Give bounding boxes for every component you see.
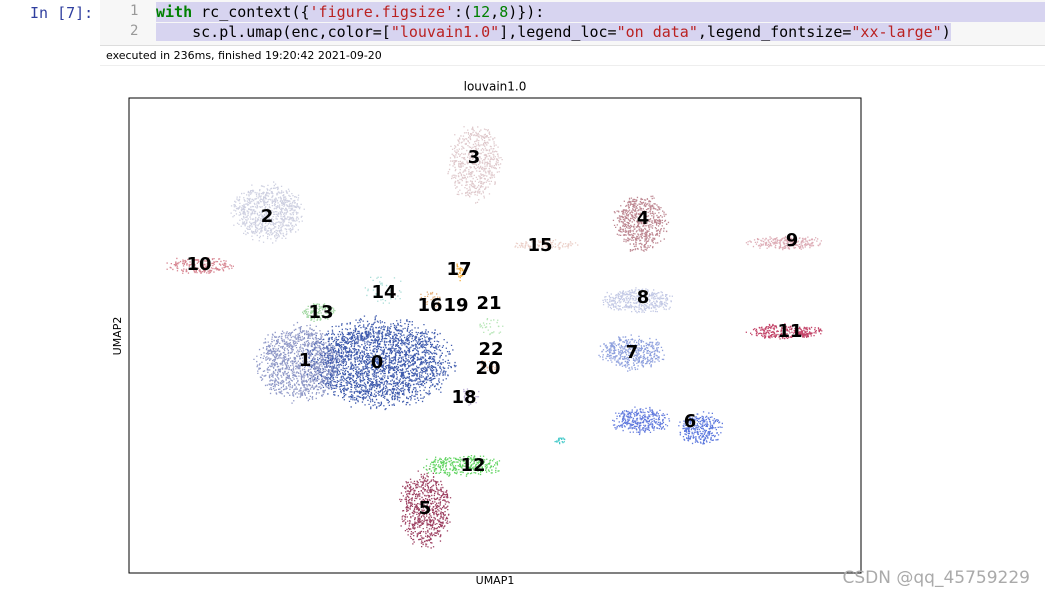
cluster-label: 0: [371, 352, 384, 373]
cluster-points: [305, 315, 457, 411]
cluster-points: [479, 318, 504, 336]
code-token: with: [156, 3, 193, 21]
cluster-label: 22: [478, 339, 503, 360]
cluster-label: 5: [419, 498, 432, 519]
cluster-points: [554, 437, 566, 445]
code-token: 12: [472, 3, 491, 21]
cluster-label: 12: [460, 455, 485, 476]
cluster-points: [678, 411, 723, 445]
cluster-label: 2: [261, 206, 274, 227]
code-token: ,: [490, 3, 500, 21]
cluster-points: [253, 321, 343, 404]
code-token: "on data": [616, 23, 698, 41]
scatter-points: [166, 126, 823, 549]
code-cell[interactable]: 1 2 with rc_context({'figure.figsize':(1…: [100, 0, 1045, 46]
cluster-points: [456, 263, 464, 282]
cluster-points: [602, 287, 673, 314]
cluster-label: 20: [475, 358, 500, 379]
cluster-label: 9: [786, 230, 799, 251]
line-number: 1: [130, 3, 139, 19]
code-token: rc_context({: [192, 3, 310, 21]
cluster-label: 6: [684, 411, 697, 432]
code-token: "xx-large": [851, 23, 942, 41]
x-axis-label: UMAP1: [476, 574, 515, 587]
cluster-label: 10: [186, 254, 211, 275]
cluster-label: 17: [446, 259, 471, 280]
code-token: ],legend_loc=: [499, 23, 617, 41]
cluster-points: [612, 406, 671, 436]
cluster-points: [302, 303, 336, 322]
cluster-label: 13: [308, 302, 333, 323]
cluster-points: [399, 468, 452, 549]
line-number: 2: [130, 23, 139, 39]
code-token: )}):: [508, 3, 545, 21]
code-token: :(: [454, 3, 473, 21]
execution-status: executed in 236ms, finished 19:20:42 202…: [100, 46, 1045, 66]
axes-frame: [128, 97, 862, 574]
cluster-label: 8: [637, 287, 650, 308]
cluster-points: [463, 388, 480, 406]
cluster-points: [598, 334, 665, 372]
code-token: ,legend_fontsize=: [697, 23, 852, 41]
cluster-label: 7: [626, 342, 639, 363]
cluster-label: 11: [777, 321, 802, 342]
cluster-points: [230, 181, 305, 244]
code-line: with rc_context({'figure.figsize':(12,8)…: [156, 2, 1045, 22]
cluster-label: 3: [468, 147, 481, 168]
code-token: sc.pl.umap(enc,color=[: [156, 23, 391, 41]
code-line: sc.pl.umap(enc,color=["louvain1.0"],lege…: [156, 22, 1045, 42]
cluster-label: 15: [527, 235, 552, 256]
cluster-label: 1: [299, 350, 312, 371]
code-token: 'figure.figsize': [309, 3, 455, 21]
cluster-label: 4: [637, 208, 650, 229]
cluster-points: [745, 235, 822, 251]
cluster-points: [423, 455, 501, 477]
cluster-label: 21: [476, 293, 501, 314]
cluster-points: [480, 360, 497, 371]
cell-prompt: In [7]:: [30, 4, 94, 22]
cluster-points: [166, 257, 234, 274]
cluster-label: 18: [451, 387, 476, 408]
cluster-points: [514, 239, 579, 250]
cluster-points: [745, 323, 823, 340]
code-token: "louvain1.0": [390, 23, 500, 41]
watermark: CSDN @qq_45759229: [843, 568, 1030, 588]
cluster-label: 14: [371, 282, 396, 303]
cluster-label: 19: [443, 295, 468, 316]
code-token: ): [941, 23, 951, 41]
y-axis-label: UMAP2: [111, 317, 124, 356]
code-token: 8: [499, 3, 509, 21]
cluster-points: [447, 126, 503, 204]
plot-title: louvain1.0: [464, 80, 527, 94]
cluster-label: 16: [417, 295, 442, 316]
cluster-points: [612, 195, 670, 252]
